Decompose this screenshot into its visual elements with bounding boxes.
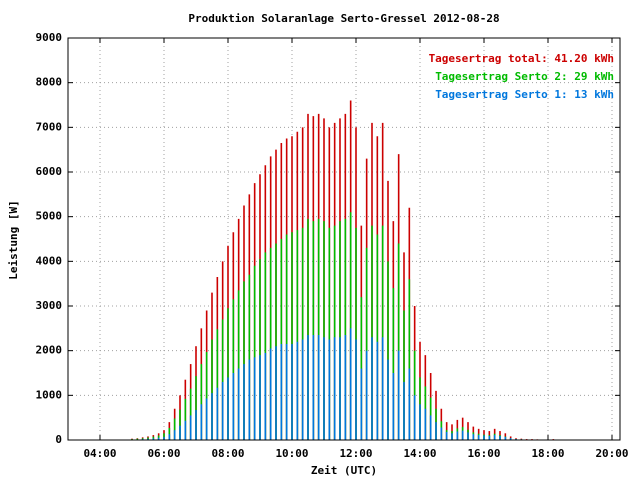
y-tick-label: 1000: [36, 388, 63, 401]
y-tick-label: 9000: [36, 31, 63, 44]
plot-frame: [67, 37, 621, 441]
chart-title: Produktion Solaranlage Serto-Gressel 201…: [188, 12, 499, 25]
x-tick-label: 20:00: [595, 447, 628, 460]
x-tick-label: 10:00: [275, 447, 308, 460]
y-tick-label: 3000: [36, 299, 63, 312]
x-tick-label: 18:00: [531, 447, 564, 460]
y-axis-label: Leistung [W]: [7, 200, 20, 279]
legend-entry: Tagesertrag total: 41.20 kWh: [429, 52, 614, 65]
x-tick-label: 16:00: [467, 447, 500, 460]
y-tick-label: 6000: [36, 165, 63, 178]
x-axis-label: Zeit (UTC): [311, 464, 377, 477]
x-tick-label: 06:00: [147, 447, 180, 460]
x-tick-label: 12:00: [339, 447, 372, 460]
x-tick-label: 04:00: [83, 447, 116, 460]
y-tick-label: 8000: [36, 76, 63, 89]
x-tick-label: 14:00: [403, 447, 436, 460]
y-tick-label: 7000: [36, 120, 63, 133]
y-tick-label: 2000: [36, 344, 63, 357]
y-tick-label: 0: [55, 433, 62, 446]
y-tick-label: 4000: [36, 254, 63, 267]
legend-entry: Tagesertrag Serto 1: 13 kWh: [435, 88, 614, 101]
legend-entry: Tagesertrag Serto 2: 29 kWh: [435, 70, 614, 83]
x-tick-label: 08:00: [211, 447, 244, 460]
y-tick-label: 5000: [36, 210, 63, 223]
